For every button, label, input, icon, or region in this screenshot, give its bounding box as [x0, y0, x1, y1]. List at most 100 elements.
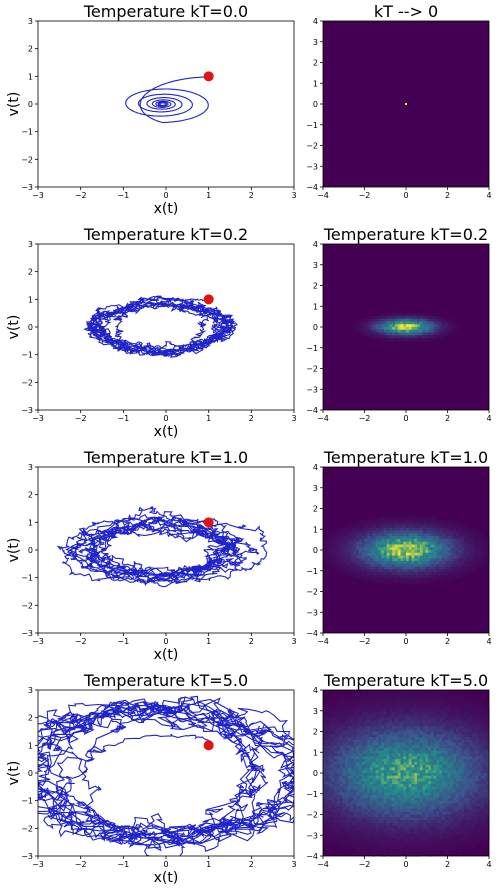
heatmap-cell [436, 329, 440, 333]
heatmap-cell [425, 544, 429, 548]
heatmap-cell [475, 712, 479, 716]
plot-frame [37, 466, 295, 634]
heatmap-cell [430, 822, 435, 826]
heatmap-cell [378, 792, 382, 796]
heatmap-cell [372, 775, 376, 779]
heatmap-cell [353, 563, 357, 567]
heatmap-cell [378, 563, 382, 567]
heatmap-cell [475, 775, 479, 779]
heatmap-cell [417, 773, 421, 777]
heatmap-cell [444, 321, 448, 325]
heatmap-cell [477, 828, 482, 832]
heatmap-cell [441, 814, 446, 818]
heatmap-cell [361, 731, 365, 735]
heatmap-cell [370, 789, 374, 793]
heatmap-cell [428, 717, 432, 721]
heatmap-cell [378, 731, 382, 735]
heatmap-cell [419, 574, 423, 579]
heatmap-cell [361, 770, 365, 774]
heatmap-cell [339, 745, 343, 749]
heatmap-cell [325, 547, 329, 551]
heatmap-cell [389, 800, 393, 804]
heatmap-cell [370, 836, 374, 840]
heatmap-cell [331, 552, 335, 556]
heatmap-cell [406, 811, 410, 815]
heatmap-cell [392, 761, 396, 766]
heatmap-cell [464, 723, 468, 727]
heatmap-cell [475, 761, 479, 766]
heatmap-cell [486, 561, 490, 565]
heatmap-cell [425, 811, 429, 815]
heatmap-cell [397, 577, 401, 581]
heatmap-cell [428, 773, 432, 777]
heatmap-cell [466, 806, 471, 810]
heatmap-cell [453, 839, 457, 843]
heatmap-cell [367, 734, 371, 738]
heatmap-cell [469, 825, 473, 829]
heatmap-cell [345, 561, 349, 565]
heatmap-cell [408, 706, 412, 710]
heatmap-cell [455, 720, 459, 724]
heatmap-cell [406, 695, 410, 699]
y-tick-label: 3 [313, 261, 318, 270]
heatmap-cell [472, 784, 476, 788]
heatmap-cell [356, 833, 360, 838]
heatmap-cell [361, 822, 365, 826]
heatmap-cell [408, 806, 412, 810]
y-tick-label: 3 [28, 686, 33, 695]
heatmap-cell [475, 558, 479, 562]
heatmap-cell [397, 734, 401, 738]
heatmap-cell [323, 795, 327, 799]
y-tick-label: −1 [306, 121, 318, 130]
heatmap-cell [347, 792, 352, 796]
heatmap-cell [466, 723, 471, 727]
heatmap-cell [353, 706, 357, 710]
heatmap-cell [408, 742, 412, 746]
heatmap-cell [336, 825, 340, 829]
heatmap-cell [350, 764, 354, 768]
heatmap-cell [383, 723, 388, 727]
heatmap-cell [334, 761, 338, 766]
heatmap-cell [475, 822, 479, 826]
heatmap-cell [483, 706, 487, 710]
heatmap-cell [441, 781, 446, 785]
heatmap-cell [411, 770, 415, 774]
heatmap-cell [325, 784, 329, 788]
heatmap-cell [422, 335, 426, 339]
heatmap-cell [455, 839, 459, 843]
heatmap-cell [403, 552, 407, 556]
heatmap-cell [342, 833, 346, 838]
heatmap-cell [328, 822, 332, 826]
heatmap-cell [389, 831, 393, 835]
heatmap-cell [400, 778, 404, 782]
heatmap-cell [475, 814, 479, 818]
heatmap-cell [400, 533, 404, 537]
heatmap-cell [397, 745, 401, 749]
heatmap-cell [358, 814, 363, 818]
heatmap-cell [356, 797, 360, 802]
heatmap-cell [422, 552, 426, 556]
heatmap-cell [331, 828, 335, 832]
heatmap-cell [400, 731, 404, 735]
heatmap-cell [417, 717, 421, 721]
heatmap-cell [419, 530, 423, 534]
heatmap-cell [411, 737, 415, 741]
heatmap-cell [444, 737, 448, 741]
heatmap-cell [422, 692, 426, 696]
heatmap-cell [486, 792, 490, 796]
heatmap-cell [389, 530, 393, 534]
heatmap-cell [334, 723, 338, 727]
heatmap-cell [394, 569, 399, 573]
heatmap-cell [386, 313, 390, 317]
heatmap-cell [436, 786, 440, 790]
heatmap-cell [381, 552, 385, 556]
heatmap-cell [389, 552, 393, 556]
heatmap-cell [356, 527, 360, 532]
heatmap-cell [428, 558, 432, 562]
heatmap-cell [400, 833, 404, 838]
heatmap-cell [430, 577, 435, 581]
heatmap-cell [477, 742, 482, 746]
heatmap-cell [389, 566, 393, 570]
heatmap-cell [430, 836, 435, 840]
heatmap-cell [370, 536, 374, 540]
